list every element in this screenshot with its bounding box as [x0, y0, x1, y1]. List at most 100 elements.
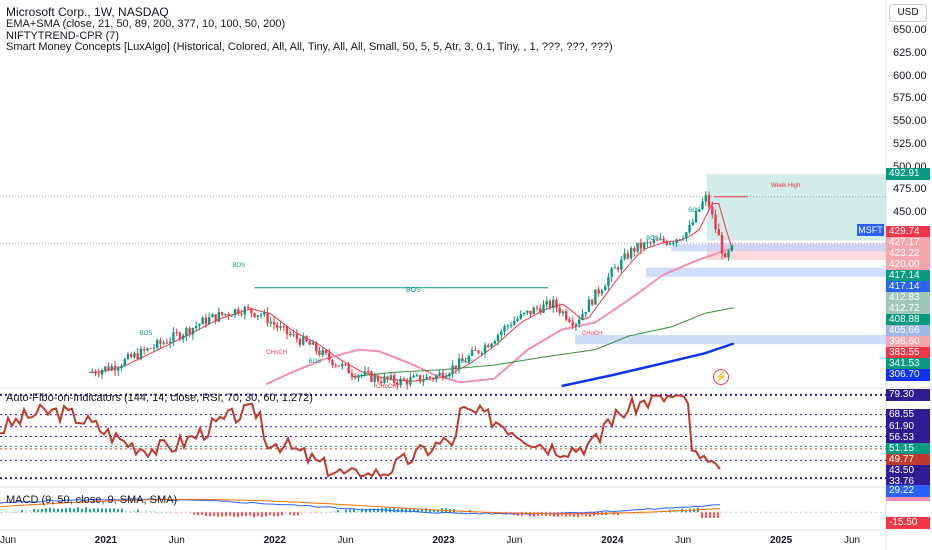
candle-body	[474, 349, 477, 351]
price-tag: 408.88	[886, 313, 930, 326]
currency-selector[interactable]: USD	[889, 4, 927, 22]
candle-body	[522, 312, 526, 314]
macd-histogram-bar	[45, 508, 47, 513]
candle-body	[379, 381, 383, 384]
candle-body	[318, 350, 321, 355]
candle-body	[191, 327, 195, 335]
candle-body	[198, 324, 201, 326]
candle-body	[207, 317, 211, 325]
candle-body	[315, 342, 318, 351]
candle-body	[389, 375, 393, 380]
macd-histogram-bar	[709, 512, 711, 518]
macd-histogram-bar	[29, 510, 31, 513]
candle-body	[730, 245, 733, 251]
candle-body	[211, 314, 214, 318]
macd-histogram-bar	[633, 512, 635, 515]
macd-histogram-bar	[265, 512, 267, 517]
macd-histogram-bar	[237, 512, 239, 518]
candle-body	[435, 375, 438, 380]
bos-marker: BOS	[308, 358, 322, 365]
macd-histogram-bar	[129, 510, 131, 513]
candle-body	[308, 341, 311, 345]
candle-body	[600, 290, 604, 294]
macd-histogram-bar	[393, 507, 395, 513]
macd-histogram-bar	[649, 512, 651, 514]
candle-body	[298, 338, 302, 345]
candle-body	[707, 195, 711, 207]
macd-histogram-bar	[13, 511, 15, 513]
candle-body	[295, 333, 298, 339]
candle-body	[646, 242, 649, 244]
candle-body	[337, 365, 341, 367]
macd-histogram-bar	[69, 507, 71, 513]
candle-body	[607, 276, 610, 287]
macd-histogram-bar	[593, 512, 595, 517]
indicator-smc[interactable]: Smart Money Concepts [LuxAlgo] (Historic…	[6, 41, 613, 53]
candle-body	[292, 333, 295, 335]
demand-zone	[671, 244, 886, 252]
candle-body	[409, 377, 412, 385]
indicator-cpr[interactable]: NIFTYTREND-CPR (7)	[6, 30, 120, 42]
candle-body	[652, 239, 656, 243]
macd-histogram-bar	[153, 510, 155, 513]
sma-200-line	[561, 342, 735, 388]
candle-body	[568, 319, 571, 323]
macd-histogram-bar	[317, 512, 319, 514]
candle-body	[344, 363, 347, 365]
alert-icon[interactable]: ⚡	[713, 369, 729, 385]
macd-histogram-bar	[209, 512, 211, 517]
candle-body	[357, 375, 360, 378]
macd-histogram-bar	[133, 510, 135, 513]
candle-body	[159, 340, 162, 344]
x-tick-label: Jun	[843, 535, 861, 546]
macd-histogram-bar	[429, 509, 431, 513]
candle-body	[584, 312, 587, 314]
price-tag: 492.91	[886, 168, 930, 181]
candle-body	[704, 195, 707, 202]
macd-histogram-bar	[417, 508, 419, 513]
macd-histogram-bar	[25, 510, 27, 513]
macd-histogram-bar	[161, 511, 163, 513]
macd-histogram-bar	[241, 512, 243, 517]
candle-body	[581, 313, 584, 320]
candle-body	[542, 304, 545, 313]
candle-body	[483, 345, 487, 353]
macd-histogram-bar	[137, 509, 139, 513]
macd-histogram-bar	[149, 511, 151, 513]
indicator-ema-sma[interactable]: EMA+SMA (close, 21, 50, 89, 200, 377, 10…	[6, 18, 286, 30]
candle-body	[305, 336, 308, 342]
candle-body	[185, 328, 188, 336]
macd-histogram-bar	[141, 511, 143, 513]
bos-marker: BOS	[646, 235, 659, 242]
candle-body	[204, 317, 208, 325]
macd-histogram-bar	[285, 512, 287, 515]
candle-body	[425, 376, 428, 381]
candle-body	[616, 267, 620, 270]
price-tag: 306.70	[886, 368, 930, 381]
macd-histogram-bar	[249, 512, 251, 516]
candle-body	[513, 320, 516, 325]
macd-histogram-bar	[53, 508, 55, 513]
macd-line	[0, 498, 721, 515]
candle-body	[603, 286, 607, 291]
rsi-pane-label[interactable]: Auto-Fibo-on-Indicators (144, 14, close,…	[6, 392, 313, 404]
candle-body	[194, 325, 198, 328]
price-tag: 405.66	[886, 324, 930, 337]
candle-body	[415, 375, 419, 377]
candle-body	[574, 324, 578, 326]
price-tag: 417.14	[886, 280, 930, 293]
candle-body	[152, 347, 156, 349]
price-tick-label: 625.00	[893, 46, 927, 59]
candle-body	[431, 378, 435, 380]
macd-histogram-bar	[313, 512, 315, 514]
candle-body	[714, 214, 717, 230]
candle-body	[655, 239, 659, 241]
macd-histogram-bar	[85, 507, 87, 513]
candle-body	[561, 311, 565, 314]
rsi-line	[0, 394, 721, 478]
candle-body	[642, 242, 646, 249]
candle-body	[266, 312, 269, 324]
macd-histogram-bar	[437, 509, 439, 513]
macd-pane-label[interactable]: MACD (9, 50, close, 9, SMA, SMA)	[6, 494, 178, 506]
